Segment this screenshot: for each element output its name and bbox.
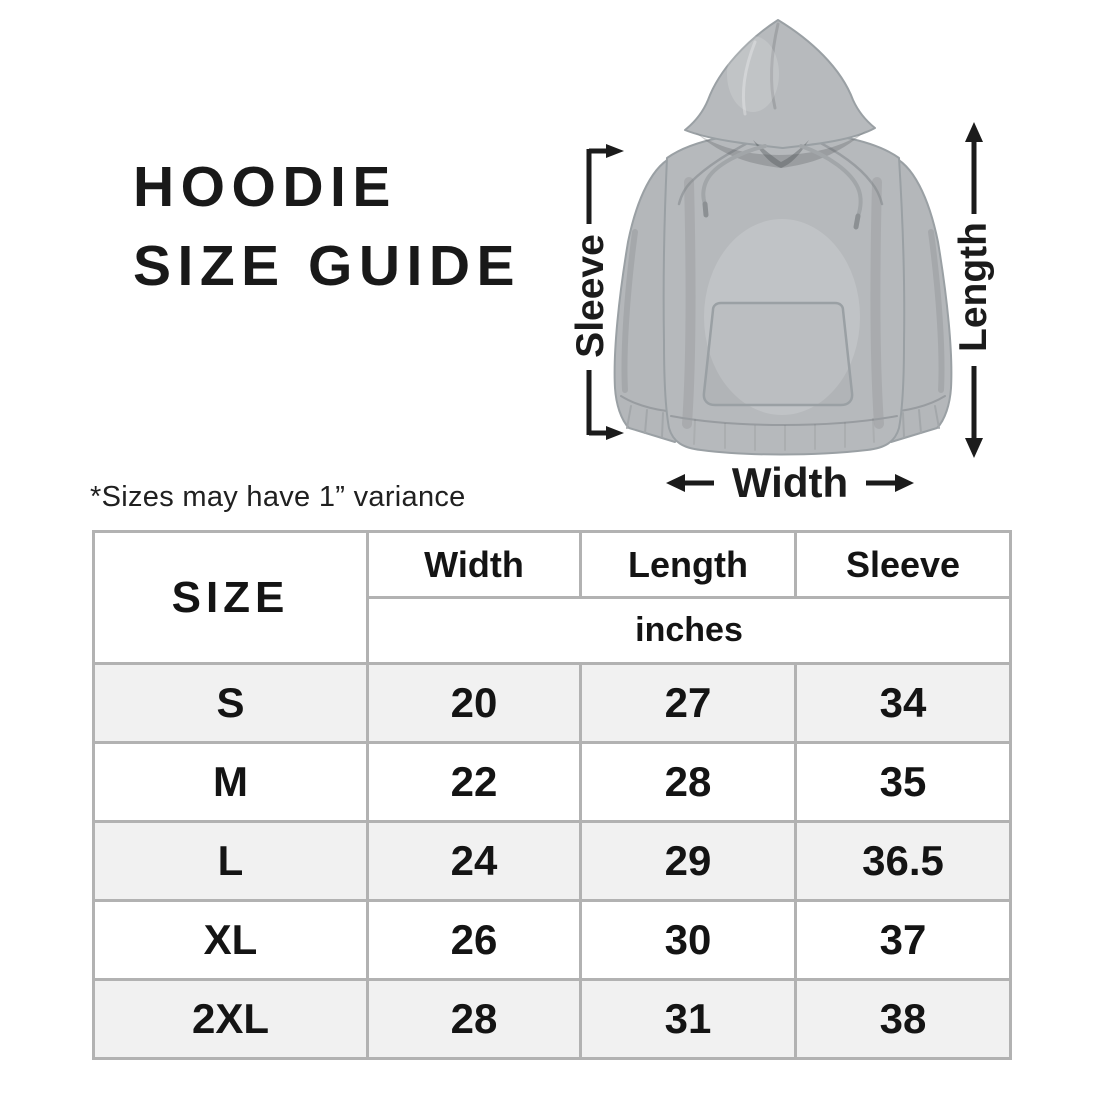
sleeve-value: 37: [794, 899, 1012, 981]
sleeve-value: 36.5: [794, 820, 1012, 902]
col-header-length: Length: [579, 530, 797, 599]
table-row: L 24 29 36.5: [92, 820, 1012, 902]
size-label: XL: [92, 899, 369, 981]
length-value: 30: [579, 899, 797, 981]
hoodie-illustration: [613, 19, 953, 456]
table-unit-row: inches: [94, 596, 1012, 665]
length-measure-arrow-icon: [965, 122, 983, 458]
size-label: M: [92, 741, 369, 823]
title-line-2: SIZE GUIDE: [133, 234, 522, 298]
size-table: SIZE Width Length Sleeve inches S 20 27 …: [92, 530, 1012, 1060]
hoodie-measurement-diagram: Sleeve Length Width: [560, 8, 1030, 518]
length-value: 31: [579, 978, 797, 1060]
table-row: 2XL 28 31 38: [92, 978, 1012, 1060]
width-dimension-label: Width: [731, 459, 849, 506]
width-dimension-label-row: Width: [630, 459, 950, 506]
table-header-row: SIZE Width Length Sleeve: [92, 530, 1012, 665]
page-title: HOODIE SIZE GUIDE: [133, 148, 521, 306]
table-row: S 20 27 34: [92, 662, 1012, 744]
length-value: 28: [579, 741, 797, 823]
col-header-sleeve: Sleeve: [794, 530, 1012, 599]
width-value: 20: [366, 662, 582, 744]
length-value: 29: [579, 820, 797, 902]
size-column-header: SIZE: [92, 530, 369, 665]
unit-label: inches: [366, 596, 1012, 665]
sleeve-dimension-label: Sleeve: [569, 234, 612, 358]
width-value: 28: [366, 978, 582, 1060]
sleeve-value: 34: [794, 662, 1012, 744]
sleeve-measure-arrow-icon: [586, 144, 624, 440]
width-arrow-right-icon: [866, 474, 915, 492]
size-label: S: [92, 662, 369, 744]
sleeve-value: 38: [794, 978, 1012, 1060]
size-label: 2XL: [92, 978, 369, 1060]
width-arrow-left-icon: [665, 474, 714, 492]
title-line-1: HOODIE: [133, 155, 397, 219]
col-header-width: Width: [366, 530, 582, 599]
sleeve-value: 35: [794, 741, 1012, 823]
width-value: 22: [366, 741, 582, 823]
width-value: 26: [366, 899, 582, 981]
size-label: L: [92, 820, 369, 902]
length-dimension-label: Length: [952, 222, 995, 352]
width-value: 24: [366, 820, 582, 902]
variance-note: *Sizes may have 1” variance: [90, 481, 466, 513]
length-value: 27: [579, 662, 797, 744]
table-row: M 22 28 35: [92, 741, 1012, 823]
table-row: XL 26 30 37: [92, 899, 1012, 981]
